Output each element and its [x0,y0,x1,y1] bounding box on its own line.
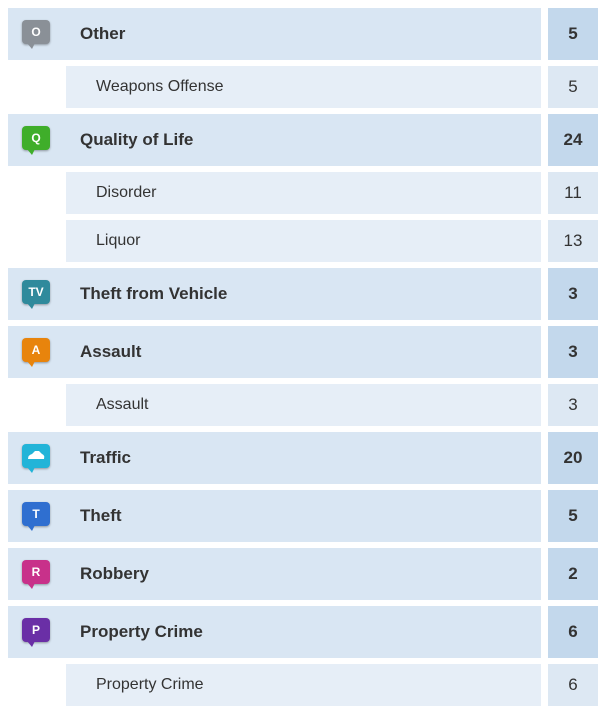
category-name: TV Theft from Vehicle [8,268,541,320]
category-label: Theft [80,506,122,525]
category-icon: A [22,338,50,367]
item-name: Weapons Offense [66,66,541,108]
category-name: T Theft [8,490,541,542]
category-name: R Robbery [8,548,541,600]
category-count: 3 [548,326,598,378]
category-count: 24 [548,114,598,166]
category-icon: R [22,560,50,589]
category-label: Other [80,24,126,43]
category-count: 3 [548,268,598,320]
item-count: 3 [548,384,598,426]
category-label: Theft from Vehicle [80,284,228,303]
item-name: Property Crime [66,664,541,706]
category-label: Traffic [80,448,132,467]
category-name: Q Quality of Life [8,114,541,166]
category-count: 5 [548,490,598,542]
item-name: Assault [66,384,541,426]
item-name: Liquor [66,220,541,262]
item-count: 6 [548,664,598,706]
category-icon: T [22,502,50,531]
category-icon: TV [22,280,50,309]
category-name: O Other [8,8,541,60]
category-icon: O [22,20,50,49]
car-glyph [28,451,45,459]
item-count: 13 [548,220,598,262]
category-count: 6 [548,606,598,658]
category-label: Assault [80,342,142,361]
category-label: Property Crime [80,622,203,641]
category-label: Robbery [80,564,149,583]
category-name: Traffic [8,432,541,484]
category-name: P Property Crime [8,606,541,658]
item-count: 5 [548,66,598,108]
category-count: 2 [548,548,598,600]
item-count: 11 [548,172,598,214]
category-icon: P [22,618,50,647]
item-name: Disorder [66,172,541,214]
category-count: 20 [548,432,598,484]
category-icon [22,444,50,473]
category-icon: Q [22,126,50,155]
category-label: Quality of Life [80,130,194,149]
category-name: A Assault [8,326,541,378]
category-count: 5 [548,8,598,60]
